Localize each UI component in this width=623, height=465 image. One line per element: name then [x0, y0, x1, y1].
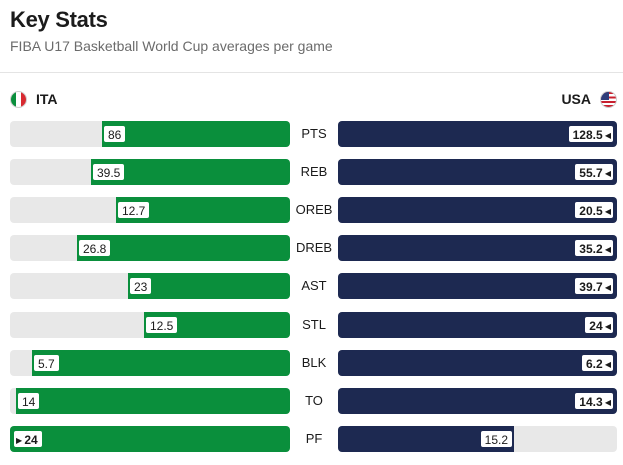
usa-value-reb: 55.7 ◀ — [573, 162, 615, 183]
stat-label-reb: REB — [300, 164, 328, 180]
leader-triangle-icon: ◀ — [602, 321, 611, 331]
usa-bar-track-stl: 24 ◀ — [338, 311, 617, 338]
stat-label-blk: BLK — [301, 354, 327, 370]
leader-triangle-icon: ◀ — [602, 169, 611, 179]
ita-bar-fill-pf — [10, 425, 290, 452]
leader-triangle-icon: ◀ — [602, 207, 611, 217]
ita-bar-track-stl: 12.5 — [10, 311, 290, 338]
page-subtitle: FIBA U17 Basketball World Cup averages p… — [10, 38, 333, 54]
usa-flag-icon — [600, 90, 617, 108]
ita-bar-fill-pts — [102, 121, 290, 147]
usa-value-ast: 39.7 ◀ — [573, 276, 615, 297]
team-name-ita: ITA — [36, 91, 58, 107]
stat-row-to: 14 TO 14.3 ◀ — [0, 387, 623, 414]
team-name-usa: USA — [561, 91, 591, 107]
ita-bar-track-blk: 5.7 — [10, 349, 290, 376]
usa-bar-track-oreb: 20.5 ◀ — [338, 197, 617, 224]
stat-row-pf: ▶ 24 PF 15.2 — [0, 425, 623, 452]
header-divider — [0, 72, 623, 73]
usa-bar-track-blk: 6.2 ◀ — [338, 349, 617, 376]
ita-bar-track-oreb: 12.7 — [10, 197, 290, 224]
ita-value-pf: ▶ 24 — [12, 428, 44, 449]
ita-value-ast: 23 — [128, 276, 154, 297]
ita-bar-track-pts: 86 — [10, 121, 290, 147]
stat-label-oreb: OREB — [295, 202, 333, 218]
ita-value-pts: 86 — [102, 124, 128, 144]
ita-value-stl: 12.5 — [144, 314, 180, 335]
usa-bar-fill-dreb — [338, 235, 617, 262]
ita-bar-fill-dreb — [77, 235, 290, 262]
leader-triangle-icon: ◀ — [602, 359, 611, 369]
usa-bar-track-ast: 39.7 ◀ — [338, 273, 617, 300]
usa-bar-fill-blk — [338, 349, 617, 376]
ita-value-reb: 39.5 — [91, 162, 127, 183]
ita-bar-track-pf: ▶ 24 — [10, 425, 290, 452]
stat-label-to: TO — [305, 392, 323, 408]
usa-bar-track-to: 14.3 ◀ — [338, 387, 617, 414]
usa-bar-track-dreb: 35.2 ◀ — [338, 235, 617, 262]
usa-value-oreb: 20.5 ◀ — [573, 200, 615, 221]
usa-value-dreb: 35.2 ◀ — [573, 238, 615, 259]
ita-value-blk: 5.7 — [32, 352, 61, 373]
stat-label-dreb: DREB — [295, 240, 333, 256]
stat-row-stl: 12.5 STL 24 ◀ — [0, 311, 623, 338]
usa-bar-fill-ast — [338, 273, 617, 300]
stat-row-oreb: 12.7 OREB 20.5 ◀ — [0, 197, 623, 224]
usa-bar-fill-oreb — [338, 197, 617, 224]
usa-value-pf: 15.2 — [478, 428, 514, 449]
usa-bar-fill-reb — [338, 159, 617, 186]
ita-value-oreb: 12.7 — [116, 200, 152, 221]
stat-label-stl: STL — [302, 316, 326, 332]
usa-bar-fill-to — [338, 387, 617, 414]
leader-triangle-icon: ▶ — [16, 435, 25, 445]
usa-bar-fill-stl — [338, 311, 617, 338]
ita-bar-fill-to — [16, 387, 290, 414]
ita-bar-track-to: 14 — [10, 387, 290, 414]
stat-row-blk: 5.7 BLK 6.2 ◀ — [0, 349, 623, 376]
stat-row-reb: 39.5 REB 55.7 ◀ — [0, 159, 623, 186]
ita-value-to: 14 — [16, 390, 42, 411]
leader-triangle-icon: ◀ — [602, 397, 611, 407]
stat-row-pts: 86 PTS 128.5 ◀ — [0, 121, 623, 147]
team-header-usa: USA — [561, 89, 617, 109]
leader-triangle-icon: ◀ — [602, 245, 611, 255]
ita-bar-track-reb: 39.5 — [10, 159, 290, 186]
usa-value-to: 14.3 ◀ — [573, 390, 615, 411]
stat-row-dreb: 26.8 DREB 35.2 ◀ — [0, 235, 623, 262]
leader-triangle-icon: ◀ — [602, 131, 611, 140]
usa-bar-track-pf: 15.2 — [338, 425, 617, 452]
stat-label-pf: PF — [305, 430, 323, 446]
stat-label-pts: PTS — [301, 126, 327, 141]
stat-row-ast: 23 AST 39.7 ◀ — [0, 273, 623, 300]
stat-label-ast: AST — [301, 278, 327, 294]
usa-bar-track-reb: 55.7 ◀ — [338, 159, 617, 186]
ita-bar-track-ast: 23 — [10, 273, 290, 300]
usa-value-blk: 6.2 ◀ — [579, 352, 615, 373]
ita-bar-track-dreb: 26.8 — [10, 235, 290, 262]
ita-bar-fill-ast — [128, 273, 290, 300]
leader-triangle-icon: ◀ — [602, 283, 611, 293]
ita-bar-fill-blk — [32, 349, 290, 376]
usa-value-pts: 128.5 ◀ — [566, 124, 615, 144]
usa-bar-track-pts: 128.5 ◀ — [338, 121, 617, 147]
ita-value-dreb: 26.8 — [77, 238, 113, 259]
team-header-ita: ITA — [10, 89, 58, 109]
usa-value-stl: 24 ◀ — [583, 314, 615, 335]
italy-flag-icon — [10, 90, 27, 108]
page-title: Key Stats — [10, 7, 108, 32]
